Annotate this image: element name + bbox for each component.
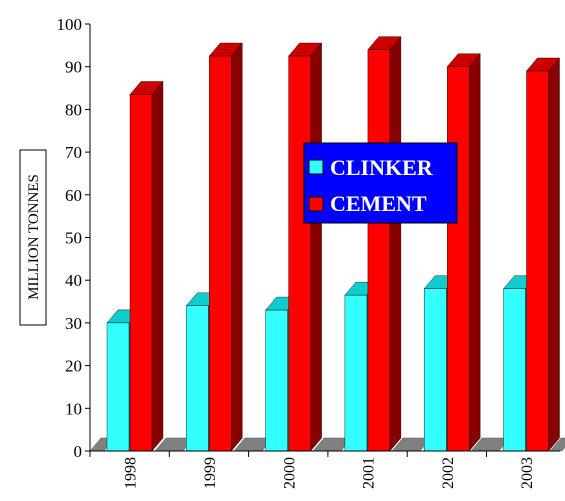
bars-group xyxy=(107,37,560,451)
cement-bar-1999 xyxy=(209,43,242,451)
clinker-bar-1998-front xyxy=(107,323,129,451)
clinker-bar-2003-front xyxy=(504,289,526,451)
legend: CLINKER CEMENT xyxy=(304,143,457,223)
cement-bar-2003 xyxy=(527,58,560,451)
cement-bar-2003-front xyxy=(527,71,549,451)
y-tick-label: 60 xyxy=(65,186,82,205)
cement-bar-1998-front xyxy=(130,94,152,451)
x-tick-label: 2001 xyxy=(361,457,378,489)
y-tick-label: 40 xyxy=(65,271,82,290)
cement-bar-2001 xyxy=(368,37,401,451)
x-tick-label: 2003 xyxy=(519,457,536,489)
legend-label-clinker: CLINKER xyxy=(330,155,434,180)
x-tick-label: 2000 xyxy=(281,457,298,489)
y-tick-label: 10 xyxy=(65,399,82,418)
y-tick-label: 90 xyxy=(65,58,82,77)
y-tick-label: 100 xyxy=(57,15,83,34)
legend-label-cement: CEMENT xyxy=(330,191,427,216)
cement-bar-2000-side xyxy=(311,43,322,451)
x-tick-label: 2002 xyxy=(440,457,457,489)
cement-bar-2002-front xyxy=(447,67,469,451)
y-tick-label: 30 xyxy=(65,314,82,333)
cement-bar-2000-front xyxy=(289,56,311,451)
y-tick-label: 0 xyxy=(74,442,83,461)
cement-bar-1999-front xyxy=(209,56,231,451)
cement-bar-1998 xyxy=(130,81,163,451)
cement-bar-2002 xyxy=(447,54,480,451)
y-tick-label: 70 xyxy=(65,143,82,162)
legend-swatch-clinker xyxy=(309,160,323,174)
cement-bar-2002-side xyxy=(469,54,480,451)
cement-bar-2001-front xyxy=(368,50,390,451)
cement-bar-2000 xyxy=(289,43,322,451)
y-axis-title: MILLION TONNES xyxy=(26,174,42,300)
clinker-bar-2001-front xyxy=(345,295,367,451)
y-axis-title-group: MILLION TONNES xyxy=(20,150,46,325)
x-tick-label: 1998 xyxy=(123,457,140,489)
cement-bar-1999-side xyxy=(231,43,242,451)
legend-swatch-cement xyxy=(309,197,323,211)
clinker-bar-1999-front xyxy=(186,306,208,451)
clinker-bar-2002-front xyxy=(424,289,446,451)
clinker-bar-2000-front xyxy=(266,310,288,451)
cement-bar-2001-side xyxy=(390,37,401,451)
x-tick-label: 1999 xyxy=(202,457,219,489)
y-tick-label: 80 xyxy=(65,100,82,119)
y-tick-label: 20 xyxy=(65,357,82,376)
cement-bar-1998-side xyxy=(152,81,163,451)
y-tick-label: 50 xyxy=(65,229,82,248)
cement-bar-2003-side xyxy=(549,58,560,451)
